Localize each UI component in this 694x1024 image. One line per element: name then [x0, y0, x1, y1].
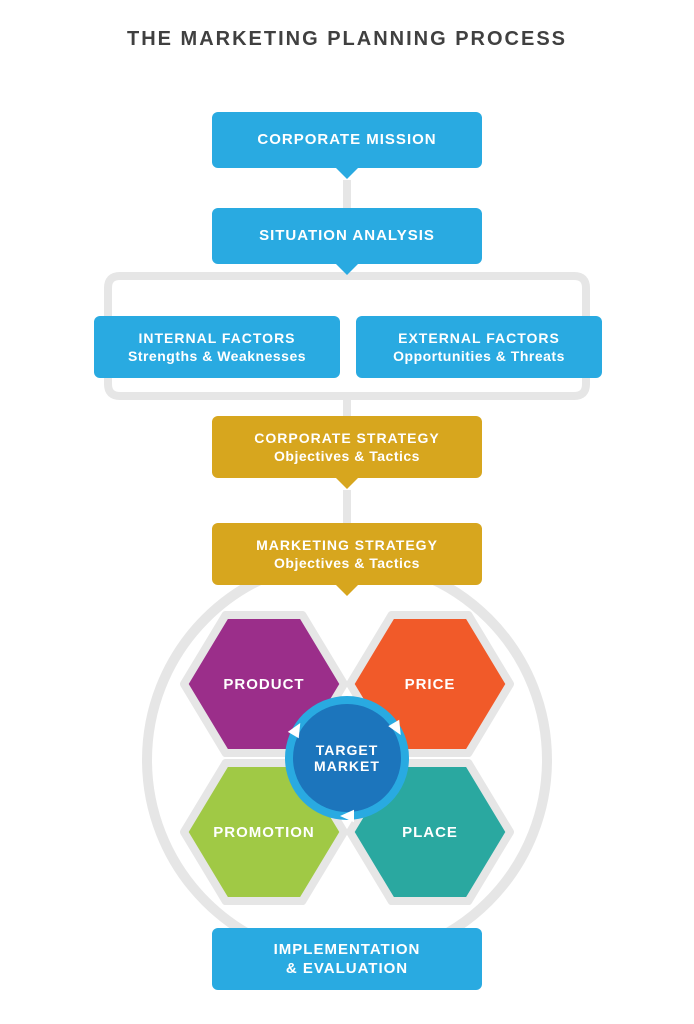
box-label: IMPLEMENTATION	[274, 940, 421, 960]
pointer-down-icon	[335, 167, 359, 179]
box-label: CORPORATE MISSION	[257, 130, 436, 150]
box-sublabel: & EVALUATION	[286, 959, 408, 979]
box-label: INTERNAL FACTORS	[138, 329, 295, 347]
box-label: MARKETING STRATEGY	[256, 536, 438, 554]
diagram-canvas: THE MARKETING PLANNING PROCESS PRODUCT P…	[0, 0, 694, 1024]
pointer-down-icon	[335, 263, 359, 275]
box-internal-factors: INTERNAL FACTORS Strengths & Weaknesses	[94, 316, 340, 378]
box-sublabel: Strengths & Weaknesses	[128, 347, 306, 365]
box-sublabel: Objectives & Tactics	[274, 447, 420, 465]
pointer-down-icon	[335, 477, 359, 489]
box-corporate-mission: CORPORATE MISSION	[212, 112, 482, 168]
target-market-label: TARGET MARKET	[293, 704, 401, 812]
box-corporate-strategy: CORPORATE STRATEGY Objectives & Tactics	[212, 416, 482, 478]
pointer-down-icon	[335, 584, 359, 596]
box-label: SITUATION ANALYSIS	[259, 226, 435, 246]
target-label-1: TARGET	[316, 742, 379, 758]
target-label-2: MARKET	[314, 758, 380, 774]
box-external-factors: EXTERNAL FACTORS Opportunities & Threats	[356, 316, 602, 378]
box-situation-analysis: SITUATION ANALYSIS	[212, 208, 482, 264]
box-label: EXTERNAL FACTORS	[398, 329, 560, 347]
box-sublabel: Objectives & Tactics	[274, 554, 420, 572]
box-marketing-strategy: MARKETING STRATEGY Objectives & Tactics	[212, 523, 482, 585]
box-sublabel: Opportunities & Threats	[393, 347, 565, 365]
box-implementation-evaluation: IMPLEMENTATION & EVALUATION	[212, 928, 482, 990]
box-label: CORPORATE STRATEGY	[254, 429, 440, 447]
